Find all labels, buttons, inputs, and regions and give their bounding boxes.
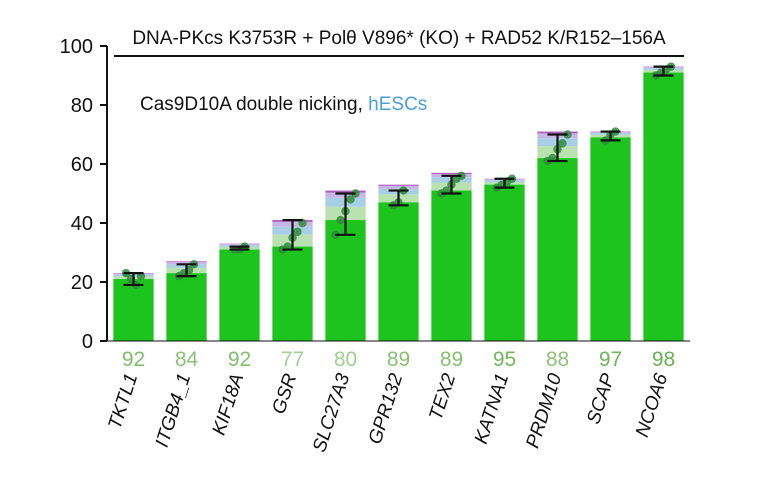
y-tick-label: 100 [60, 36, 93, 58]
percent-label: 92 [228, 348, 251, 371]
bar-ncoa6 [643, 72, 684, 342]
stack-band-minor-4 [378, 184, 419, 186]
stack-band-minor-4 [431, 172, 472, 175]
percent-label: 77 [281, 348, 304, 371]
bar-prdm10 [537, 158, 578, 341]
bar-gpr132 [378, 202, 419, 341]
annotation-highlight: hESCs [368, 94, 427, 115]
percent-label: 89 [387, 348, 410, 371]
percent-label: 84 [175, 348, 199, 371]
y-tick-label: 20 [71, 272, 93, 294]
category-label: NCOA6 [632, 371, 672, 440]
bar-gsr [272, 246, 313, 341]
percent-label: 98 [652, 348, 675, 371]
bar-tktl1 [113, 279, 154, 341]
error-bars-layer [123, 65, 674, 287]
error-bar [600, 130, 621, 142]
category-label: PRDM10 [522, 371, 566, 451]
bar-katna1 [484, 184, 525, 341]
stack-band-minor-4 [325, 190, 366, 193]
stack-band-minor-3 [378, 185, 419, 190]
category-label: ITGB4_1 [152, 371, 195, 450]
error-bar [229, 245, 250, 251]
error-bar [653, 65, 674, 77]
category-label: GSR [269, 371, 302, 417]
error-bar [123, 272, 144, 287]
replicate-point [293, 227, 302, 237]
bar-scap [590, 137, 631, 341]
y-axis: 0 20 40 60 80 100 [60, 36, 690, 353]
error-bar [547, 133, 568, 163]
error-bar [388, 189, 409, 207]
category-label: KIF18A [209, 371, 249, 438]
category-label: TKTL1 [105, 371, 143, 432]
percent-label: 80 [334, 348, 357, 371]
stack-band-minor-4 [166, 261, 207, 263]
x-labels-layer: 92TKTL184ITGB4_192KIF18A77GSR80SLC27A389… [105, 348, 676, 455]
chart-title: DNA-PKcs K3753R + Polθ V896* (KO) + RAD5… [132, 28, 666, 49]
category-label: SLC27A3 [309, 371, 354, 455]
annotation-text: Cas9D10A double nicking, [140, 94, 368, 115]
category-label: SCAP [583, 371, 619, 427]
category-label: GPR132 [365, 371, 408, 447]
error-bar [441, 174, 462, 195]
bar-itgb4-1 [166, 273, 207, 341]
error-bar [282, 218, 303, 251]
percent-label: 88 [546, 348, 569, 371]
replicate-point [346, 195, 355, 204]
bar-slc27a3 [325, 220, 366, 341]
percent-label: 95 [493, 348, 516, 371]
percent-label: 89 [440, 348, 463, 371]
bar-kif18a [219, 249, 260, 341]
y-tick-label: 80 [71, 95, 93, 117]
error-bar [335, 192, 356, 236]
error-bar [494, 177, 515, 189]
bar-tex2 [431, 190, 472, 341]
category-label: KATNA1 [471, 371, 513, 446]
chart-annotation: Cas9D10A double nicking, hESCs [140, 94, 427, 115]
stack-band-minor-4 [537, 131, 578, 134]
replicate-point [336, 215, 345, 225]
replicate-point [558, 139, 567, 148]
y-tick-label: 0 [82, 331, 93, 353]
bars-layer [113, 66, 684, 342]
percent-label: 97 [599, 348, 622, 371]
category-label: TEX2 [426, 371, 461, 423]
stack-band-minor-3 [219, 244, 260, 246]
y-tick-label: 40 [71, 213, 93, 235]
y-tick-label: 60 [71, 154, 93, 176]
error-bar [176, 263, 197, 278]
percent-label: 92 [122, 348, 145, 371]
